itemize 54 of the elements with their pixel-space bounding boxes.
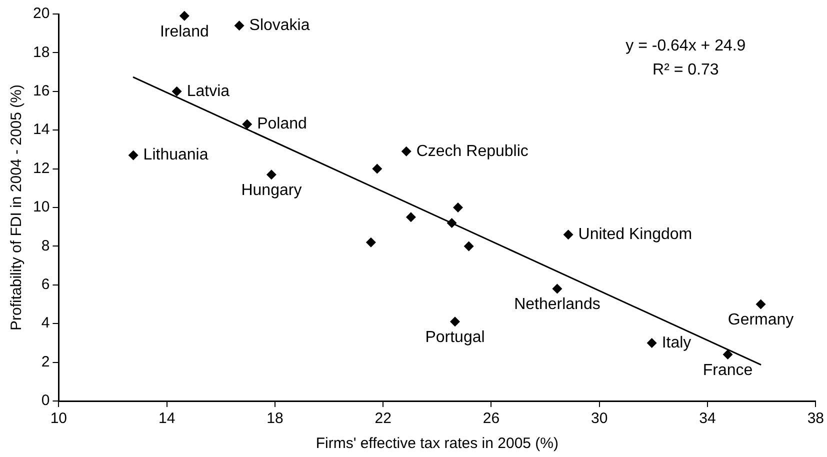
data-label: Slovakia (249, 17, 310, 34)
y-axis-title: Profitability of FDI in 2004 - 2005 (%) (8, 84, 26, 330)
point (646, 338, 657, 348)
point (446, 218, 457, 228)
data-label: Germany (728, 312, 794, 329)
point (464, 241, 474, 252)
point (406, 212, 416, 222)
x-tick-label: 38 (807, 410, 824, 428)
data-label: Italy (662, 334, 692, 352)
y-tick-label: 6 (41, 276, 50, 294)
x-tick-label: 26 (482, 410, 500, 428)
x-tick-label: 22 (374, 410, 392, 428)
point (722, 350, 733, 360)
point (552, 284, 562, 294)
y-tick-label: 14 (32, 121, 50, 138)
x-tick-label: 14 (158, 410, 176, 428)
point (266, 170, 276, 180)
y-tick-label: 18 (32, 44, 50, 61)
x-tick-label: 18 (266, 410, 284, 428)
y-tick-label: 0 (41, 392, 50, 410)
y-tick-label: 12 (32, 160, 50, 177)
y-tick-label: 8 (41, 237, 50, 254)
x-axis-title: Firms' effective tax rates in 2005 (%) (316, 435, 559, 452)
point (172, 86, 182, 96)
point (179, 10, 190, 21)
y-tick-label: 10 (32, 198, 50, 216)
data-label: Ireland (160, 23, 209, 40)
point (450, 316, 460, 327)
data-label: Poland (257, 116, 307, 133)
data-label: Latvia (186, 82, 230, 100)
data-label: Portugal (425, 329, 485, 346)
data-label: United Kingdom (578, 226, 692, 243)
data-label: Hungary (241, 182, 302, 200)
point (563, 230, 574, 240)
annotation: R² = 0.73 (652, 61, 719, 78)
point (756, 299, 766, 310)
data-label: Lithuania (143, 146, 208, 164)
point (234, 20, 244, 31)
point (372, 164, 382, 174)
y-tick-label: 4 (41, 314, 50, 332)
y-tick-label: 16 (32, 82, 50, 100)
point (401, 146, 412, 156)
data-label: Czech Republic (416, 142, 528, 160)
x-tick-label: 30 (591, 410, 608, 428)
point (242, 119, 252, 130)
point (452, 202, 463, 212)
data-label: France (702, 362, 753, 379)
point (128, 150, 138, 160)
y-tick-label: 2 (41, 353, 50, 370)
x-tick-label: 34 (699, 410, 716, 428)
annotation: y = -0.64x + 24.9 (626, 37, 746, 54)
y-tick-label: 20 (32, 5, 50, 22)
data-label: Netherlands (514, 296, 600, 314)
point (366, 237, 376, 248)
